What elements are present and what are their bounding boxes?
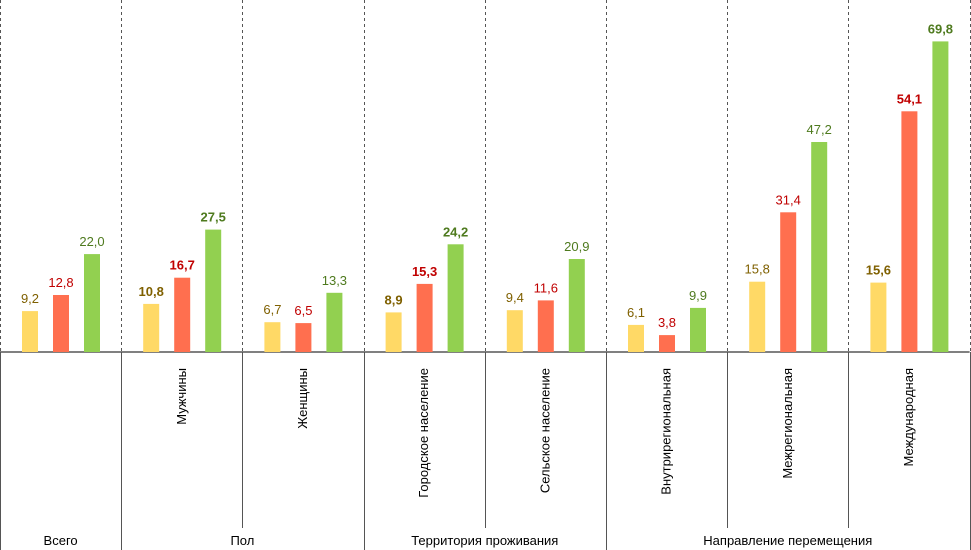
bar: [53, 295, 69, 352]
group-label: Территория проживания: [411, 533, 558, 548]
bar: [659, 335, 675, 352]
data-label: 9,9: [689, 288, 707, 303]
data-label: 31,4: [776, 192, 801, 207]
data-label: 15,8: [745, 262, 770, 277]
data-label: 47,2: [807, 122, 832, 137]
data-label: 20,9: [564, 239, 589, 254]
data-label: 16,7: [170, 258, 195, 273]
data-label: 6,7: [263, 302, 281, 317]
bar: [506, 310, 523, 352]
bar: [326, 292, 343, 352]
bar: [205, 229, 222, 352]
bar: [447, 244, 464, 352]
bar: [568, 259, 585, 352]
bar: [537, 300, 554, 352]
data-label: 9,4: [506, 290, 524, 305]
data-label: 10,8: [139, 284, 164, 299]
bar: [901, 111, 918, 352]
category-label: Городское население: [416, 368, 431, 498]
data-label: 22,0: [79, 234, 104, 249]
data-label: 9,2: [21, 291, 39, 306]
category-label: Международная: [901, 368, 916, 466]
group-label: Направление перемещения: [703, 533, 872, 548]
data-label: 15,6: [866, 263, 891, 278]
data-label: 11,6: [534, 280, 558, 295]
data-label: 13,3: [322, 273, 347, 288]
data-label: 6,5: [294, 303, 312, 318]
group-label: Всего: [44, 533, 78, 548]
bar: [811, 142, 828, 352]
data-label: 6,1: [627, 305, 645, 320]
bar: [690, 307, 706, 352]
data-label: 3,8: [658, 315, 676, 330]
bar: [143, 303, 160, 352]
data-label: 24,2: [443, 224, 468, 239]
bar: [22, 311, 38, 352]
data-label: 27,5: [201, 210, 226, 225]
bar: [84, 254, 100, 352]
category-label: Мужчины: [174, 368, 189, 425]
data-label: 69,8: [928, 21, 953, 36]
bar: [295, 323, 312, 352]
bar: [780, 212, 797, 352]
category-label: Сельское население: [537, 368, 552, 493]
data-label: 8,9: [385, 292, 403, 307]
bar: [932, 41, 949, 353]
bar: [870, 282, 887, 352]
category-label: Внутрирегиональная: [659, 368, 674, 495]
data-label: 15,3: [412, 264, 437, 279]
bar: [174, 277, 191, 352]
data-label: 54,1: [897, 91, 922, 106]
bar: [385, 312, 402, 352]
bar: [749, 281, 766, 352]
bar: [416, 283, 433, 352]
bar: [264, 322, 281, 352]
group-label: Пол: [230, 533, 254, 548]
category-label: Межрегиональная: [780, 368, 795, 479]
data-label: 12,8: [48, 275, 73, 290]
bar: [628, 324, 644, 352]
category-label: Женщины: [295, 368, 310, 429]
